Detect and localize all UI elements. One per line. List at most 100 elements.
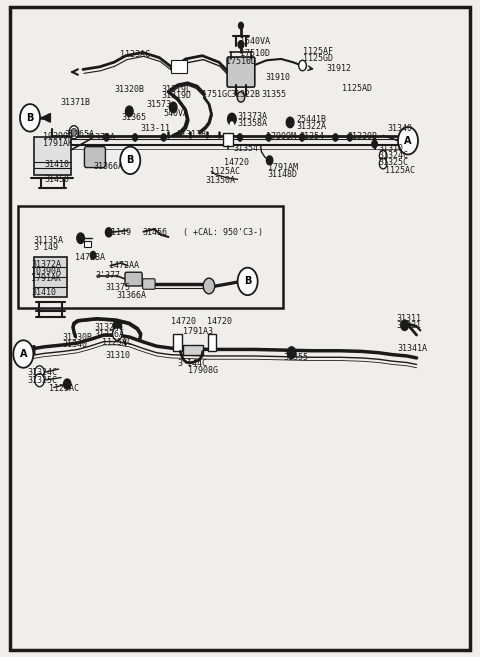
Circle shape (379, 158, 387, 169)
Circle shape (239, 22, 243, 29)
Text: 1751GC: 1751GC (202, 90, 232, 99)
Circle shape (63, 379, 71, 390)
Text: 10390A: 10390A (43, 131, 73, 141)
Text: 31355: 31355 (262, 90, 287, 99)
Circle shape (333, 133, 338, 141)
Text: 1125AC: 1125AC (49, 384, 79, 393)
Circle shape (13, 340, 34, 368)
Text: 1125AF: 1125AF (303, 47, 333, 57)
Bar (223, 133, 233, 146)
Text: B: B (127, 155, 134, 166)
Circle shape (347, 133, 353, 141)
Bar (84, 242, 91, 247)
Text: 1791AK: 1791AK (32, 274, 61, 283)
Text: 313-11: 313-11 (141, 124, 171, 133)
Text: 1472BA: 1472BA (75, 253, 105, 261)
Circle shape (106, 228, 112, 237)
Circle shape (230, 122, 234, 127)
Text: 31324C: 31324C (28, 369, 58, 378)
Text: 25441B: 25441B (296, 115, 326, 124)
Bar (173, 334, 182, 351)
Text: 31410: 31410 (44, 160, 69, 170)
Circle shape (398, 127, 418, 154)
FancyBboxPatch shape (227, 57, 255, 87)
Text: 1791A3: 1791A3 (183, 327, 213, 336)
Circle shape (401, 320, 408, 330)
Text: 31410: 31410 (32, 288, 57, 297)
Circle shape (132, 133, 138, 141)
Circle shape (372, 140, 377, 148)
Circle shape (169, 102, 177, 112)
Text: 31912: 31912 (326, 64, 351, 74)
Text: 31371B: 31371B (60, 99, 90, 107)
Text: 1125GD: 1125GD (303, 55, 333, 64)
Text: 3'377: 3'377 (95, 271, 120, 280)
Text: 31310: 31310 (106, 351, 131, 360)
Bar (207, 334, 216, 351)
Bar (34, 137, 71, 175)
Text: 31322A: 31322A (296, 122, 326, 131)
Text: 31320B: 31320B (115, 85, 144, 93)
Circle shape (35, 366, 44, 379)
Circle shape (299, 60, 306, 71)
Text: ( +CAL: 950'C3-): ( +CAL: 950'C3-) (183, 228, 263, 237)
Text: 31358A: 31358A (238, 119, 268, 128)
Text: 1123AC: 1123AC (120, 50, 150, 59)
Text: 31331: 31331 (396, 321, 421, 330)
Circle shape (299, 133, 305, 141)
Text: 31341A: 31341A (397, 344, 428, 353)
Circle shape (104, 133, 109, 141)
Circle shape (238, 41, 244, 49)
Text: 31340: 31340 (387, 124, 412, 133)
Circle shape (238, 267, 258, 295)
Text: 31313B: 31313B (176, 129, 206, 139)
Text: 31354: 31354 (234, 144, 259, 153)
Text: 540VA: 540VA (164, 110, 189, 118)
Text: 31910: 31910 (266, 74, 291, 82)
Text: 14720: 14720 (171, 317, 196, 327)
Bar (183, 345, 203, 355)
Circle shape (266, 156, 273, 165)
Circle shape (266, 133, 272, 141)
Text: 31325C: 31325C (378, 158, 408, 168)
Text: 14720: 14720 (224, 158, 249, 167)
Circle shape (237, 92, 245, 102)
Text: 31373A: 31373A (238, 112, 268, 121)
Text: 17516D: 17516D (226, 57, 256, 66)
Text: 31326A: 31326A (95, 330, 124, 339)
Text: A: A (404, 136, 412, 146)
Text: 3'149: 3'149 (34, 243, 59, 252)
Text: 1791AM: 1791AM (268, 163, 298, 172)
Circle shape (90, 251, 96, 259)
Text: 31325C: 31325C (28, 376, 58, 385)
Circle shape (228, 113, 236, 125)
Text: 31372A: 31372A (85, 133, 115, 142)
FancyBboxPatch shape (143, 279, 155, 289)
Text: 1540VA: 1540VA (240, 37, 270, 47)
Circle shape (287, 347, 296, 359)
Circle shape (286, 117, 294, 127)
Circle shape (69, 125, 79, 139)
Text: 1125AD: 1125AD (342, 84, 372, 93)
Text: 31366A: 31366A (116, 291, 146, 300)
Text: 31365: 31365 (121, 114, 147, 122)
Text: 1125AC: 1125AC (210, 167, 240, 176)
Text: 31355: 31355 (283, 353, 308, 362)
Text: 31450: 31450 (44, 175, 69, 184)
Text: 1472AA: 1472AA (109, 261, 139, 269)
Circle shape (35, 374, 44, 387)
Circle shape (77, 233, 84, 244)
Text: 31330B: 31330B (347, 132, 377, 141)
Text: A: A (20, 349, 27, 359)
Text: 31319D: 31319D (161, 91, 191, 100)
Text: 31149: 31149 (107, 228, 132, 237)
FancyBboxPatch shape (125, 272, 142, 286)
Text: 31311: 31311 (396, 313, 421, 323)
Text: 31324C: 31324C (378, 151, 408, 160)
Text: 31319C: 31319C (161, 85, 191, 93)
Text: 31148D: 31148D (268, 170, 298, 179)
Text: 31372A: 31372A (32, 260, 61, 269)
Text: B: B (244, 277, 252, 286)
Circle shape (161, 133, 167, 141)
Circle shape (113, 327, 122, 340)
